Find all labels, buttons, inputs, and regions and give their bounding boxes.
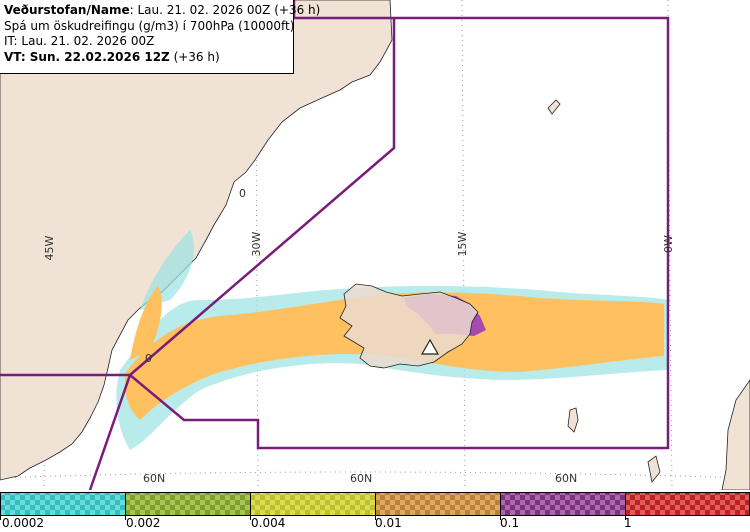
- legend-tick-0: 0.0002: [2, 516, 44, 530]
- legend-bin-pattern-5: [625, 492, 750, 516]
- lat-label-60n-east: 60N: [555, 472, 577, 485]
- run-line: Veðurstofan/Name: Lau. 21. 02. 2026 00Z …: [4, 3, 320, 19]
- valid-line: VT: Sun. 22.02.2026 12Z (+36 h): [4, 50, 289, 66]
- lon-label-15w: 15W: [456, 231, 469, 256]
- valid-time: VT: Sun. 22.02.2026 12Z: [4, 49, 170, 64]
- legend-bin-pattern-2: [250, 492, 375, 516]
- legend-tick-2: 0.004: [251, 516, 286, 530]
- legend-bin-pattern-3: [375, 492, 500, 516]
- lon-label-45w: 45W: [43, 235, 56, 260]
- valid-offset: (+36 h): [169, 49, 220, 64]
- lat-label-60n-center: 60N: [350, 472, 372, 485]
- lat-label-60n-west: 60N: [143, 472, 165, 485]
- ash-dispersion-map: 45W 30W 15W 0W 60N 60N 60N 0 0: [0, 0, 750, 490]
- norway-coast: [721, 379, 750, 490]
- point-label-junction: 0: [145, 352, 152, 365]
- concentration-legend: [0, 492, 750, 520]
- shetland-islands: [647, 455, 661, 483]
- legend-tick-4: 0.1: [500, 516, 520, 530]
- airspace-boundaries: [0, 0, 670, 490]
- legend-bin-pattern-4: [500, 492, 625, 516]
- point-label-greenland: 0: [239, 187, 246, 200]
- legend-tick-5: 1: [624, 516, 632, 530]
- small-islands: [567, 407, 579, 433]
- product-line: Spá um öskudreifingu (g/m3) í 700hPa (10…: [4, 18, 295, 33]
- info-panel: Veðurstofan/Name: Lau. 21. 02. 2026 00Z …: [0, 0, 320, 74]
- volcano-marker: [420, 338, 440, 355]
- legend-bin-pattern-1: [125, 492, 250, 516]
- legend-bin-pattern-0: [0, 492, 125, 516]
- lon-label-30w: 30W: [250, 231, 263, 256]
- legend-tick-1: 0.002: [126, 516, 161, 530]
- lon-label-0w: 0W: [662, 235, 675, 253]
- jan-mayen-island: [547, 99, 561, 115]
- run-time: : Lau. 21. 02. 2026 00Z (+36 h): [129, 3, 321, 17]
- legend-tick-3: 0.01: [375, 516, 402, 530]
- issue-time: IT: Lau. 21. 02. 2026 00Z: [4, 34, 155, 48]
- iceland-landmass: [339, 283, 479, 369]
- agency-label: Veðurstofan/Name: [4, 3, 130, 17]
